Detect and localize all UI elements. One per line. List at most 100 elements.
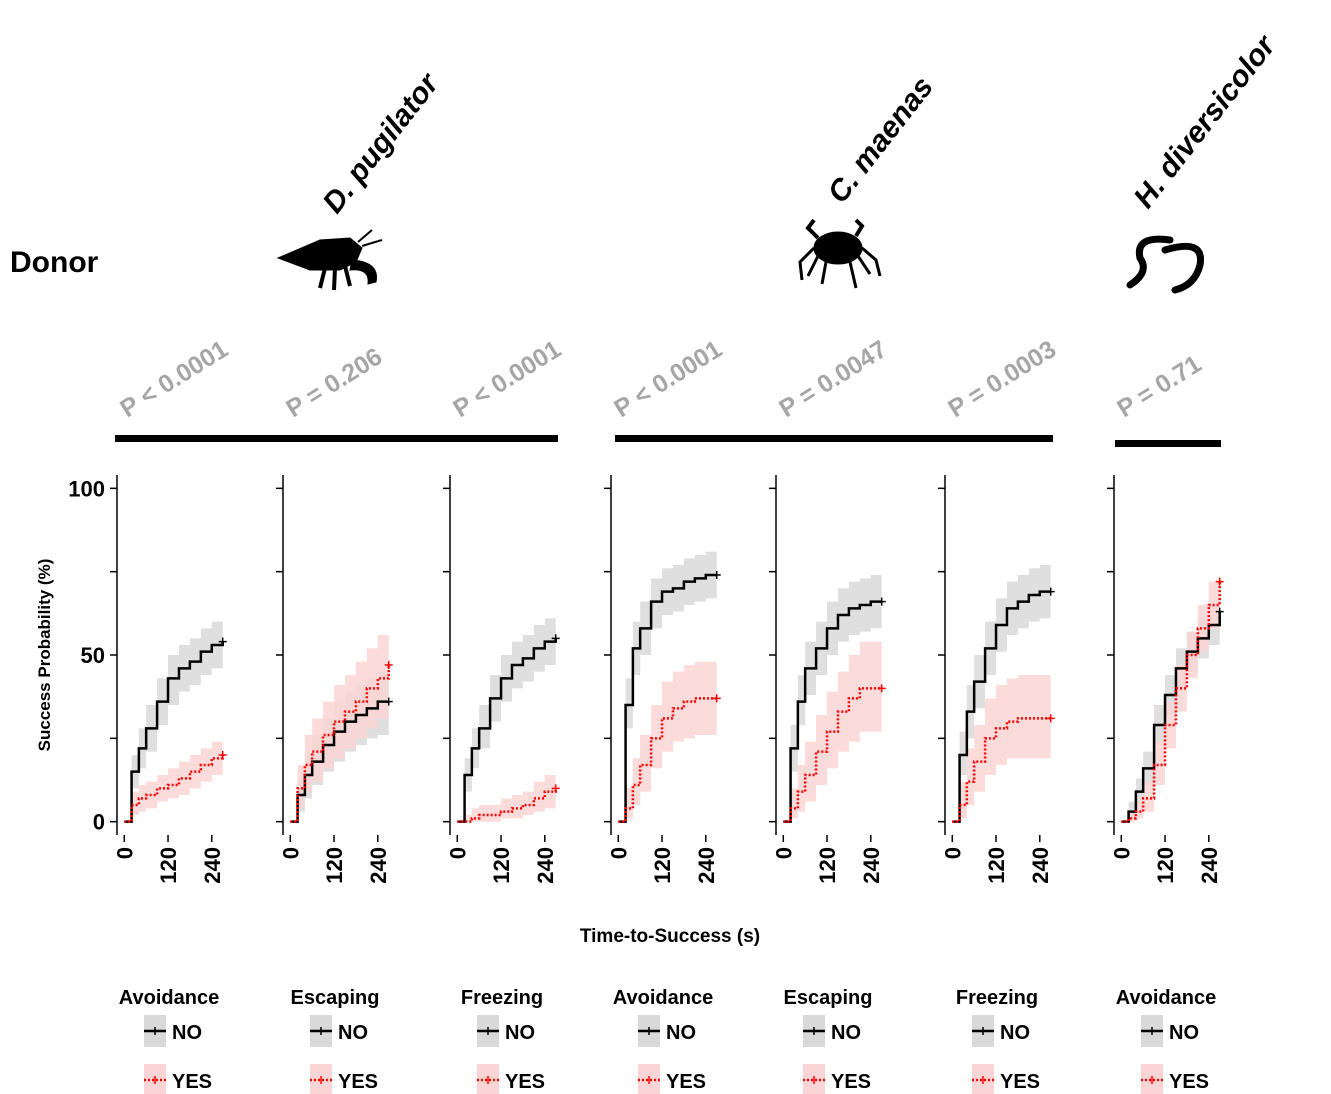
survival-curve xyxy=(952,717,1051,823)
legend-label: NO xyxy=(666,1022,696,1044)
confidence-band xyxy=(783,575,882,822)
survival-curve xyxy=(618,697,717,823)
p-value: P = 0.206 xyxy=(281,342,387,423)
censor-mark xyxy=(712,694,721,703)
x-tick-label: 240 xyxy=(859,847,884,884)
p-value: P = 0.71 xyxy=(1112,350,1206,423)
species-label: C. maenas xyxy=(822,71,940,210)
censor-mark xyxy=(1046,714,1055,723)
x-tick-label: 120 xyxy=(1153,847,1178,884)
legend-label: NO xyxy=(172,1022,202,1044)
y-axis-label: Success Probability (%) xyxy=(35,559,54,752)
x-tick-label: 0 xyxy=(1109,847,1134,859)
x-axis-label: Time-to-Success (s) xyxy=(580,926,760,947)
survival-curve xyxy=(124,641,224,823)
legend-label: YES xyxy=(1169,1071,1209,1093)
survival-curve xyxy=(290,665,390,823)
legend-label: NO xyxy=(505,1022,535,1044)
donor-label: Donor xyxy=(10,246,99,279)
p-value: P = 0.0003 xyxy=(943,335,1061,423)
x-tick-label: 0 xyxy=(606,847,631,859)
x-tick-label: 120 xyxy=(489,847,514,884)
confidence-band xyxy=(457,615,556,822)
x-tick-label: 240 xyxy=(1197,847,1222,884)
censor-mark xyxy=(384,697,393,706)
censor-mark xyxy=(877,684,886,693)
x-tick-label: 0 xyxy=(940,847,965,859)
p-value: P < 0.0001 xyxy=(609,335,727,423)
legend-title: Avoidance xyxy=(613,987,713,1009)
x-tick-label: 0 xyxy=(112,847,137,859)
x-tick-label: 0 xyxy=(278,847,303,859)
censor-mark xyxy=(712,571,721,579)
x-tick-label: 0 xyxy=(445,847,470,859)
censor-mark xyxy=(218,637,227,646)
legend-label: YES xyxy=(505,1071,545,1093)
worm-icon xyxy=(1126,235,1205,294)
survival-curve xyxy=(1121,611,1221,823)
censor-mark xyxy=(218,751,227,759)
confidence-band xyxy=(618,551,717,822)
censor-mark xyxy=(551,634,560,643)
legend-title: Avoidance xyxy=(1116,987,1216,1009)
legend-label: YES xyxy=(1000,1071,1040,1093)
x-tick-label: 120 xyxy=(815,847,840,884)
legend-title: Freezing xyxy=(461,987,543,1009)
y-tick-label: 50 xyxy=(81,643,105,668)
x-tick-label: 0 xyxy=(771,847,796,859)
x-tick-label: 240 xyxy=(533,847,558,884)
censor-mark xyxy=(551,784,560,793)
p-value: P = 0.0047 xyxy=(774,335,892,423)
survival-curve xyxy=(124,755,224,823)
species-label: D. pugilator xyxy=(317,66,447,219)
x-tick-label: 240 xyxy=(694,847,719,884)
x-tick-label: 240 xyxy=(1028,847,1053,884)
confidence-band xyxy=(952,675,1051,822)
confidence-band xyxy=(124,618,223,822)
x-tick-label: 120 xyxy=(984,847,1009,884)
survival-curve xyxy=(783,687,882,823)
legend-label: NO xyxy=(831,1022,861,1044)
legend-label: YES xyxy=(338,1071,378,1093)
confidence-band xyxy=(783,641,882,822)
group-bar xyxy=(615,435,1053,442)
survival-curve xyxy=(290,700,389,823)
crab-icon xyxy=(798,218,882,289)
confidence-band xyxy=(124,738,223,822)
legend-label: NO xyxy=(1169,1022,1199,1044)
censor-mark xyxy=(1215,577,1224,586)
group-bar xyxy=(115,435,558,442)
survival-curve xyxy=(952,590,1051,823)
survival-curve xyxy=(457,638,557,823)
survival-curve xyxy=(783,600,882,823)
group-bar xyxy=(1115,440,1221,447)
censor-mark xyxy=(1046,587,1055,596)
survival-curve xyxy=(618,573,717,823)
legend-label: YES xyxy=(666,1071,706,1093)
species-label: H. diversicolor xyxy=(1128,28,1284,214)
p-value: P < 0.0001 xyxy=(448,335,566,423)
survival-curve xyxy=(457,788,557,823)
legend-title: Freezing xyxy=(956,987,1038,1009)
y-tick-label: 0 xyxy=(93,810,105,835)
legend-label: NO xyxy=(338,1022,368,1044)
survival-curve xyxy=(1121,581,1221,823)
censor-mark xyxy=(1215,607,1224,616)
legend-label: NO xyxy=(1000,1022,1030,1044)
legend-label: YES xyxy=(172,1071,212,1093)
legend-title: Escaping xyxy=(784,987,873,1009)
x-tick-label: 120 xyxy=(156,847,181,884)
fiddler-crab-icon xyxy=(276,229,383,291)
x-tick-label: 120 xyxy=(650,847,675,884)
x-tick-label: 240 xyxy=(200,847,225,884)
legend-label: YES xyxy=(831,1071,871,1093)
censor-mark xyxy=(384,661,393,669)
legend-title: Escaping xyxy=(291,987,380,1009)
p-value: P < 0.0001 xyxy=(115,335,233,423)
censor-mark xyxy=(877,597,886,606)
y-tick-label: 100 xyxy=(68,476,105,501)
x-tick-label: 120 xyxy=(322,847,347,884)
confidence-band xyxy=(457,771,556,822)
confidence-band xyxy=(1121,558,1220,822)
